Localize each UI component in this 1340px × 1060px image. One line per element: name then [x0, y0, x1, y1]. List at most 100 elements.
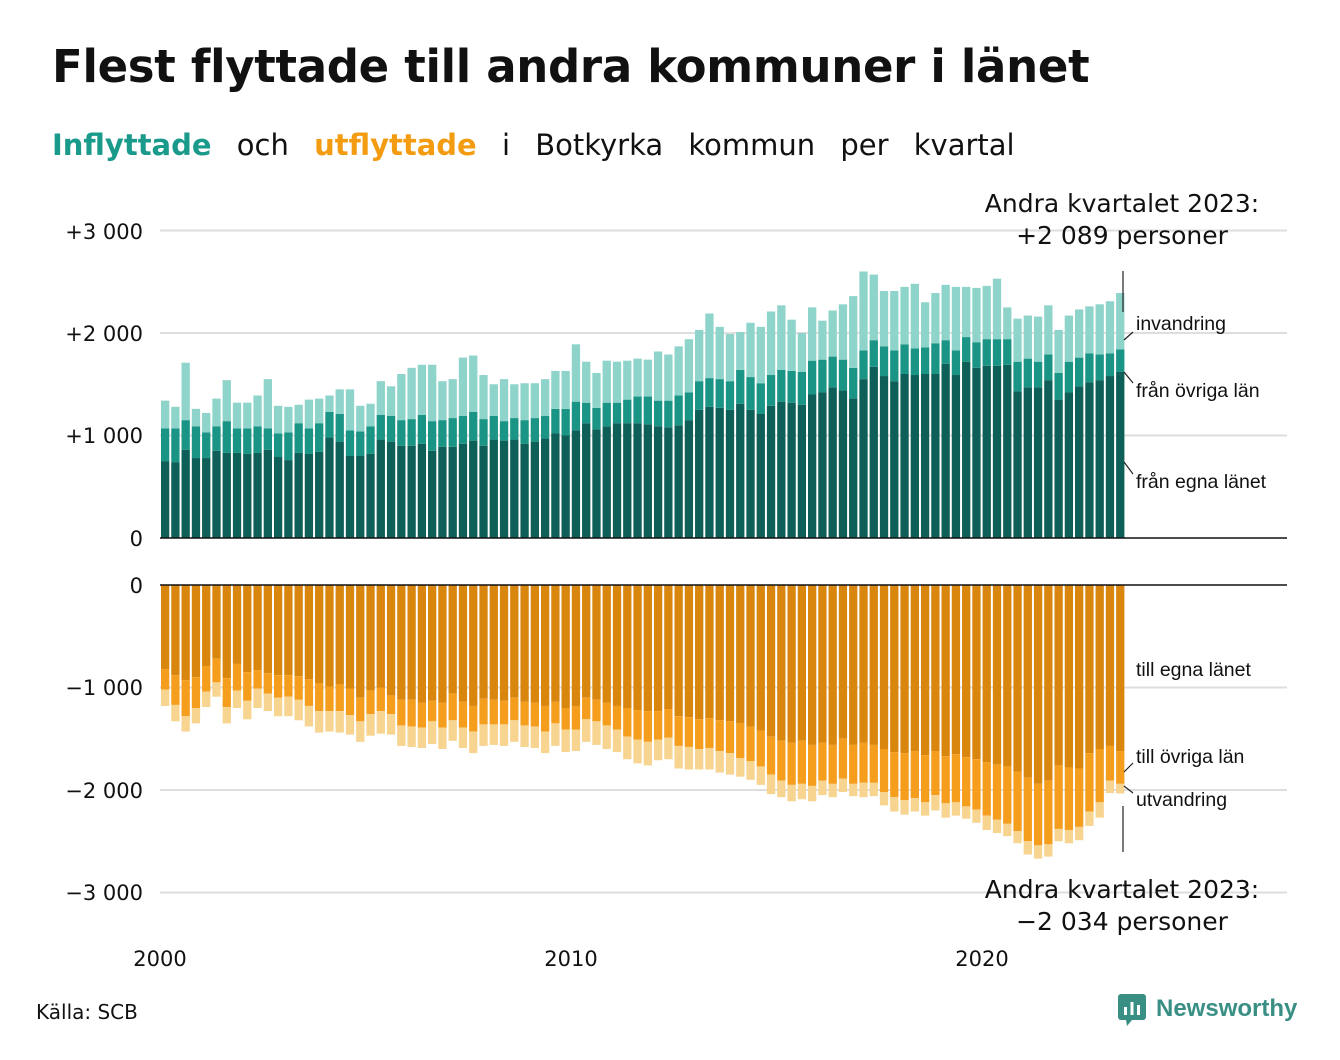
bar-fran-ovriga-lan	[294, 423, 303, 453]
bar-invandring	[1003, 307, 1012, 340]
bar-utvandring	[602, 725, 611, 749]
bar-invandring	[931, 293, 940, 344]
bar-invandring	[1054, 329, 1063, 373]
bar-fran-egna-lanet	[1075, 386, 1084, 538]
bar-till-ovriga-lan	[1023, 777, 1032, 842]
bar-till-egna-lanet	[1054, 585, 1063, 766]
bar-utvandring	[1044, 844, 1053, 857]
annotation-top-line2: +2 089 personer	[1016, 221, 1229, 250]
bar-till-egna-lanet	[253, 585, 262, 671]
bar-till-egna-lanet	[612, 585, 622, 706]
bar-till-ovriga-lan	[705, 718, 714, 748]
bar-till-egna-lanet	[1033, 585, 1043, 784]
bar-till-egna-lanet	[263, 585, 272, 674]
bar-utvandring	[777, 780, 786, 798]
bar-fran-ovriga-lan	[602, 402, 611, 427]
bar-till-ovriga-lan	[294, 676, 303, 700]
bar-till-egna-lanet	[992, 585, 1002, 765]
bar-till-ovriga-lan	[1085, 753, 1094, 812]
bar-fran-egna-lanet	[345, 456, 355, 538]
bar-fran-ovriga-lan	[160, 428, 170, 462]
series-label-till-egna-lanet: till egna länet	[1136, 659, 1251, 681]
bar-utvandring	[520, 725, 529, 747]
bar-till-ovriga-lan	[869, 744, 878, 783]
bar-invandring	[602, 360, 611, 403]
bar-invandring	[530, 383, 540, 419]
bar-till-ovriga-lan	[520, 701, 529, 726]
bar-till-ovriga-lan	[530, 702, 540, 727]
bar-utvandring	[1116, 783, 1125, 794]
bar-fran-ovriga-lan	[551, 408, 560, 434]
source-note: Källa: SCB	[36, 1000, 138, 1024]
bar-till-egna-lanet	[438, 585, 447, 703]
bar-fran-egna-lanet	[232, 452, 242, 538]
bar-invandring	[797, 333, 807, 372]
bar-invandring	[684, 339, 694, 393]
y-tick-bottom: 0	[130, 574, 143, 598]
bar-fran-egna-lanet	[992, 365, 1002, 538]
bar-fran-ovriga-lan	[684, 392, 694, 421]
bar-utvandring	[1013, 831, 1022, 844]
bar-till-ovriga-lan	[386, 695, 396, 715]
bar-utvandring	[315, 711, 324, 733]
bar-fran-egna-lanet	[653, 426, 663, 538]
bar-till-egna-lanet	[448, 585, 457, 694]
bar-till-egna-lanet	[160, 585, 170, 670]
bar-invandring	[1013, 318, 1022, 362]
bar-fran-ovriga-lan	[448, 418, 457, 447]
bar-fran-egna-lanet	[469, 440, 478, 539]
bar-utvandring	[643, 741, 652, 766]
bar-till-ovriga-lan	[602, 702, 611, 726]
bar-invandring	[746, 322, 755, 378]
bar-till-ovriga-lan	[818, 742, 827, 781]
bar-invandring	[828, 310, 837, 357]
bar-fran-egna-lanet	[315, 451, 324, 538]
bar-invandring	[879, 290, 889, 347]
bar-fran-ovriga-lan	[715, 379, 724, 408]
bar-till-egna-lanet	[1044, 585, 1053, 781]
bar-till-egna-lanet	[284, 585, 293, 676]
bar-fran-ovriga-lan	[232, 428, 242, 453]
bar-fran-ovriga-lan	[1033, 361, 1043, 388]
bar-till-ovriga-lan	[653, 711, 663, 740]
bar-fran-egna-lanet	[325, 437, 334, 538]
bar-invandring	[664, 354, 673, 401]
bar-fran-egna-lanet	[160, 461, 170, 539]
bar-utvandring	[232, 690, 242, 709]
bar-till-egna-lanet	[797, 585, 807, 741]
bar-till-egna-lanet	[705, 585, 714, 719]
bar-fran-egna-lanet	[530, 441, 540, 538]
bar-fran-egna-lanet	[859, 379, 868, 539]
bar-till-ovriga-lan	[756, 730, 765, 767]
bar-till-ovriga-lan	[571, 705, 581, 730]
bar-utvandring	[273, 697, 283, 717]
bar-till-egna-lanet	[397, 585, 406, 700]
bar-invandring	[695, 329, 704, 382]
bar-fran-egna-lanet	[972, 367, 981, 538]
bar-fran-ovriga-lan	[766, 375, 776, 406]
y-tick-bottom: −1 000	[65, 676, 143, 700]
bar-fran-egna-lanet	[1033, 387, 1043, 538]
bar-invandring	[992, 278, 1002, 340]
bar-utvandring	[386, 714, 396, 735]
bar-till-ovriga-lan	[325, 686, 334, 712]
bar-utvandring	[879, 792, 889, 806]
leader-invandring	[1123, 331, 1134, 341]
bar-fran-ovriga-lan	[1116, 349, 1125, 372]
bar-fran-ovriga-lan	[510, 418, 519, 440]
bar-till-egna-lanet	[243, 585, 252, 673]
bar-invandring	[736, 331, 745, 370]
bar-till-egna-lanet	[920, 585, 930, 756]
bar-utvandring	[890, 797, 899, 812]
bar-fran-egna-lanet	[931, 374, 940, 538]
bar-till-egna-lanet	[941, 585, 950, 757]
bar-till-ovriga-lan	[664, 709, 673, 738]
bar-invandring	[592, 372, 601, 408]
bar-utvandring	[797, 783, 807, 800]
bar-invandring	[510, 384, 519, 419]
bar-utvandring	[479, 724, 488, 746]
bar-fran-egna-lanet	[520, 443, 529, 538]
bar-fran-egna-lanet	[356, 456, 365, 538]
bar-till-egna-lanet	[540, 585, 550, 706]
bar-fran-egna-lanet	[890, 381, 899, 538]
